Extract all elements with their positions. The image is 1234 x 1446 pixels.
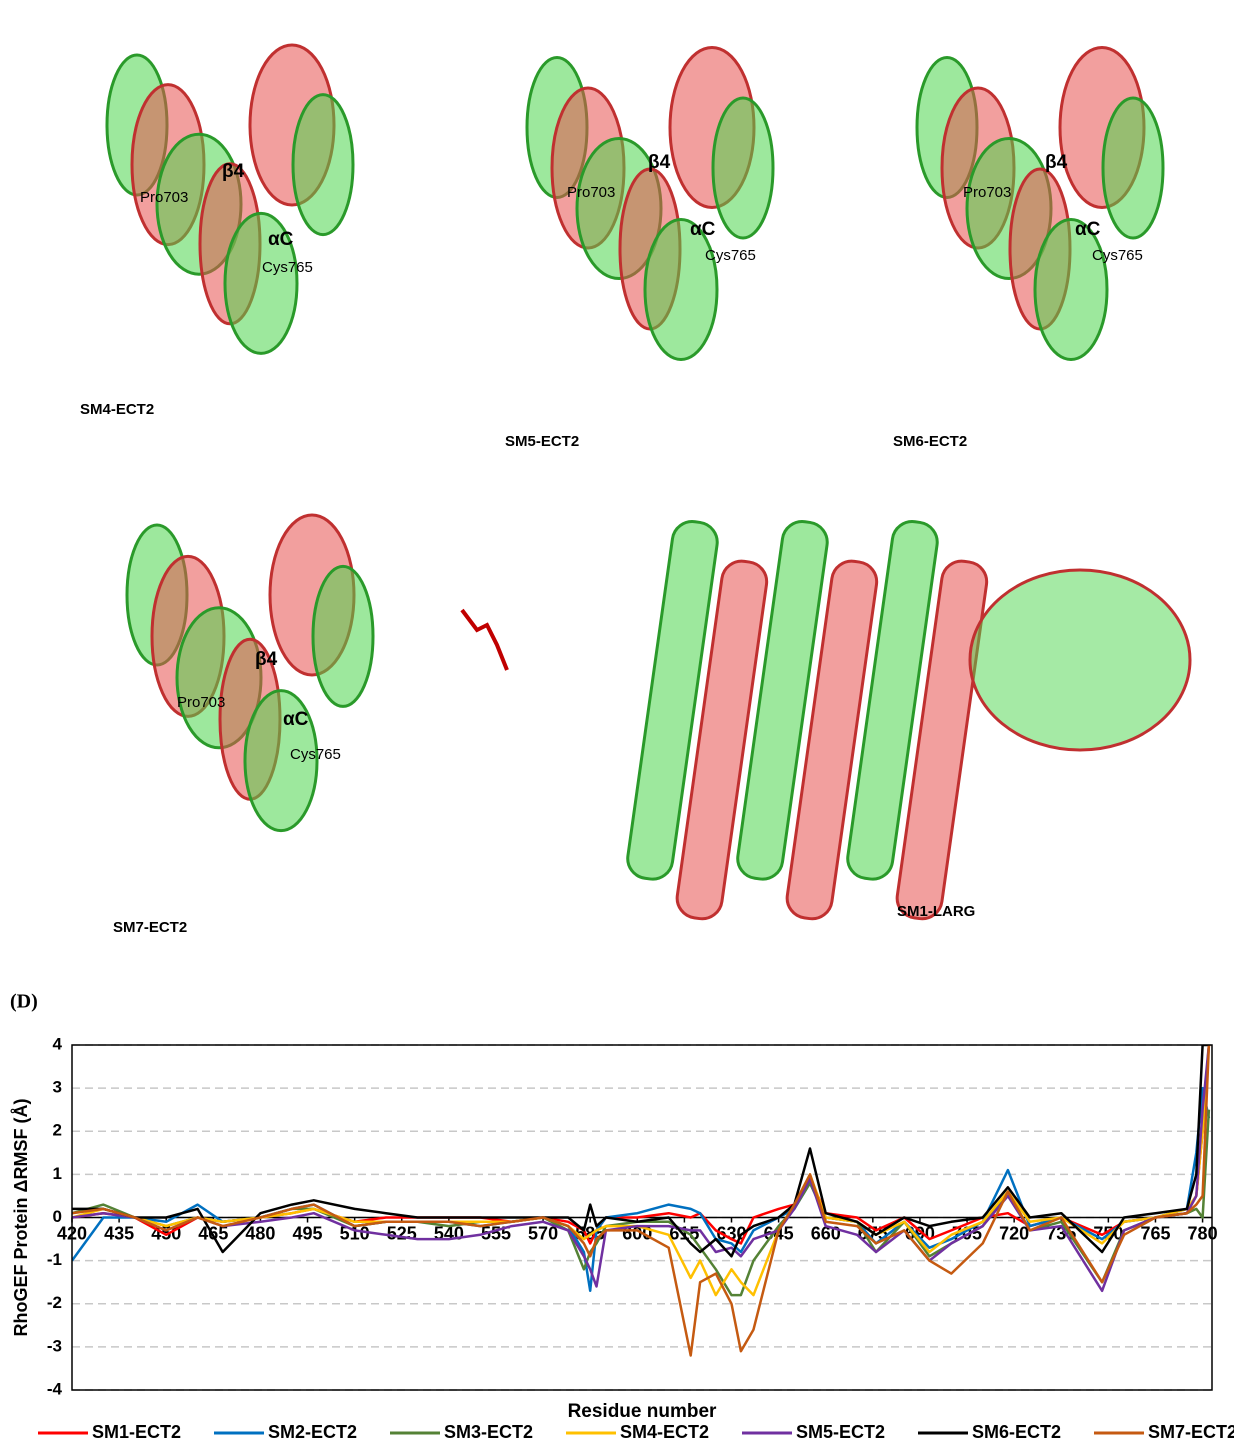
series-line: [72, 1045, 1211, 1357]
structure-label: αC: [268, 229, 294, 250]
helix: [643, 218, 719, 361]
x-tick-label: 765: [1140, 1223, 1170, 1243]
panel-title: SM6-ECT2: [893, 433, 967, 450]
helix: [291, 93, 355, 237]
structure-label: αC: [283, 709, 309, 730]
plot-frame: [71, 1044, 1213, 1391]
structure-label: Pro703: [140, 189, 188, 206]
panel-title: SM1-LARG: [897, 903, 975, 920]
legend-label: SM7-ECT2: [1148, 1422, 1234, 1442]
panel-title: SM4-ECT2: [80, 401, 154, 418]
y-tick-label: 2: [53, 1121, 62, 1140]
helix: [895, 559, 989, 921]
structure-label: Pro703: [567, 184, 615, 201]
x-tick-label: 480: [245, 1223, 275, 1243]
y-axis-title: RhoGEF Protein ΔRMSF (Å): [11, 1099, 31, 1337]
series-line: [72, 1045, 1209, 1258]
y-tick-label: -2: [47, 1293, 62, 1312]
y-tick-label: -1: [47, 1250, 62, 1269]
ligand: [460, 608, 509, 671]
x-axis-title: Residue number: [568, 1401, 717, 1422]
legend-label: SM3-ECT2: [444, 1422, 533, 1442]
helix: [785, 559, 879, 921]
structure-label: Pro703: [177, 694, 225, 711]
structure-label: Pro703: [963, 184, 1011, 201]
panel-title: SM5-ECT2: [505, 433, 579, 450]
y-tick-label: 3: [53, 1078, 62, 1097]
helix: [675, 559, 769, 921]
panel-title: SM7-ECT2: [113, 919, 187, 936]
series-line: [72, 1045, 1211, 1297]
structure-label: β4: [648, 152, 671, 173]
y-tick-label: 0: [53, 1207, 62, 1226]
structure-label: Cys765: [1092, 247, 1143, 264]
structure-label: β4: [1045, 152, 1068, 173]
helix: [243, 689, 319, 833]
helix: [736, 520, 829, 881]
structure-label: Cys765: [262, 259, 313, 276]
helix: [846, 520, 939, 881]
x-tick-label: 465: [198, 1223, 228, 1243]
structures: [105, 43, 1192, 921]
x-tick-label: 495: [293, 1223, 323, 1243]
helix: [626, 520, 719, 881]
y-tick-label: -3: [47, 1336, 62, 1355]
helix: [311, 564, 375, 708]
series-line: [72, 1045, 1211, 1245]
legend-label: SM5-ECT2: [796, 1422, 885, 1442]
panel-label: (D): [10, 991, 38, 1013]
helix: [711, 96, 775, 240]
structure-label: αC: [690, 219, 716, 240]
legend-label: SM1-ECT2: [92, 1422, 181, 1442]
x-tick-label: 435: [104, 1223, 134, 1243]
y-tick-label: -4: [47, 1379, 63, 1398]
structure-label: β4: [222, 161, 245, 182]
domain: [968, 568, 1192, 752]
x-tick-label: 570: [528, 1223, 558, 1243]
structure-label: Cys765: [705, 247, 756, 264]
y-tick-label: 4: [53, 1034, 63, 1053]
helix: [1101, 96, 1165, 240]
legend-label: SM6-ECT2: [972, 1422, 1061, 1442]
structure-label: Cys765: [290, 746, 341, 763]
y-tick-label: 1: [53, 1164, 62, 1183]
helix: [1033, 218, 1109, 361]
x-tick-label: 780: [1188, 1223, 1218, 1243]
structure-label: αC: [1075, 219, 1101, 240]
structure-label: β4: [255, 649, 278, 670]
series-line: [72, 1045, 1211, 1293]
x-tick-label: 525: [387, 1223, 417, 1243]
helix: [223, 211, 299, 355]
x-tick-label: 720: [999, 1223, 1029, 1243]
legend-label: SM4-ECT2: [620, 1422, 709, 1442]
legend-label: SM2-ECT2: [268, 1422, 357, 1442]
series-line: [72, 1109, 1211, 1297]
